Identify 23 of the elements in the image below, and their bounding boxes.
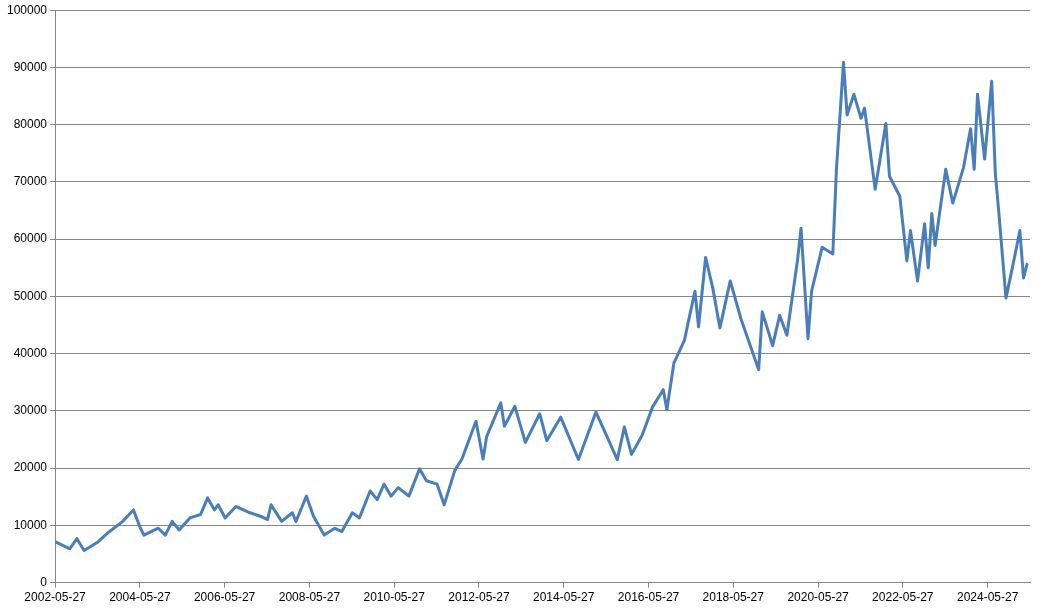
x-tick-label: 2008-05-27 (278, 590, 341, 605)
y-tick-label: 90000 (13, 59, 48, 74)
x-tick-label: 2012-05-27 (448, 590, 510, 605)
y-tick-label: 80000 (13, 116, 48, 131)
x-tick-label: 2020-05-27 (787, 590, 850, 605)
x-tick-label: 2024-05-27 (956, 590, 1019, 605)
y-tick-label: 40000 (13, 345, 48, 360)
y-tick-label: 100000 (7, 2, 48, 17)
y-tick-label: 20000 (13, 460, 48, 475)
x-tick-label: 2014-05-27 (533, 590, 595, 605)
y-tick-label: 10000 (13, 517, 48, 532)
y-tick-label: 70000 (13, 174, 48, 189)
y-tick-label: 0 (40, 574, 48, 589)
y-tick-label: 60000 (13, 231, 48, 246)
y-tick-label: 30000 (13, 403, 48, 418)
x-tick-label: 2018-05-27 (702, 590, 765, 605)
x-tick-label: 2004-05-27 (109, 590, 171, 605)
y-tick-label: 50000 (13, 288, 48, 303)
x-tick-label: 2002-05-27 (24, 590, 87, 605)
x-tick-label: 2006-05-27 (193, 590, 256, 605)
x-tick-label: 2022-05-27 (872, 590, 934, 605)
x-tick-label: 2016-05-27 (617, 590, 680, 605)
x-tick-label: 2010-05-27 (363, 590, 426, 605)
